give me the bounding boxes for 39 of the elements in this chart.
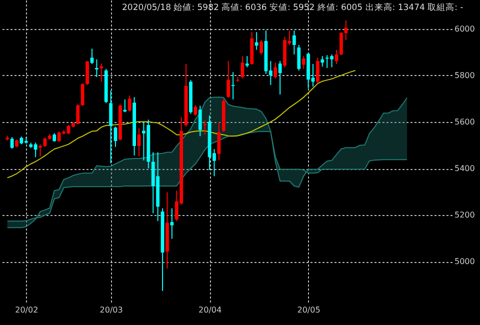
x-tick-label: 20/04: [198, 306, 222, 314]
y-tick-label: 5400: [454, 164, 475, 174]
candlestick: [217, 121, 221, 161]
candlestick: [292, 30, 296, 55]
candlestick: [109, 90, 112, 164]
candlestick: [254, 32, 258, 50]
candlestick: [316, 57, 320, 84]
y-tick-label: 5800: [454, 70, 475, 80]
y-tick-label: 5600: [454, 117, 475, 126]
candlestick: [10, 136, 14, 150]
chart-title: 2020/05/18 始値: 5982 高値: 6036 安値: 5952 終値: 6005 出来高: 13474 取組高: -: [122, 2, 464, 13]
candlestick: [226, 60, 230, 98]
candlestick: [80, 82, 84, 106]
candlestick: [86, 60, 89, 86]
candlestick: [274, 62, 278, 79]
candlestick: [245, 56, 249, 68]
candlestick: [90, 48, 94, 65]
candlestick: [302, 56, 306, 70]
x-tick-label: 20/02: [15, 306, 38, 314]
candlestick: [278, 60, 282, 96]
candlestick: [170, 208, 174, 240]
candlestick: [340, 32, 343, 56]
candlestick: [128, 94, 132, 112]
candlestick: [231, 72, 235, 100]
y-tick-label: 5000: [454, 257, 475, 266]
candlestick: [198, 105, 202, 137]
candlestick: [260, 40, 263, 55]
x-tick-label: 20/05: [297, 306, 320, 314]
candlestick: [194, 104, 198, 116]
y-tick-label: 6000: [454, 24, 475, 34]
candlestick: [38, 144, 42, 157]
y-tick-label: 5200: [454, 210, 475, 220]
candlestick: [94, 58, 98, 78]
candlestick: [123, 98, 127, 113]
candlestick: [320, 56, 324, 68]
x-tick-label: 20/03: [100, 306, 123, 314]
candlestick: [297, 44, 301, 72]
candlestick: [344, 20, 348, 41]
line-series: [6, 70, 356, 178]
